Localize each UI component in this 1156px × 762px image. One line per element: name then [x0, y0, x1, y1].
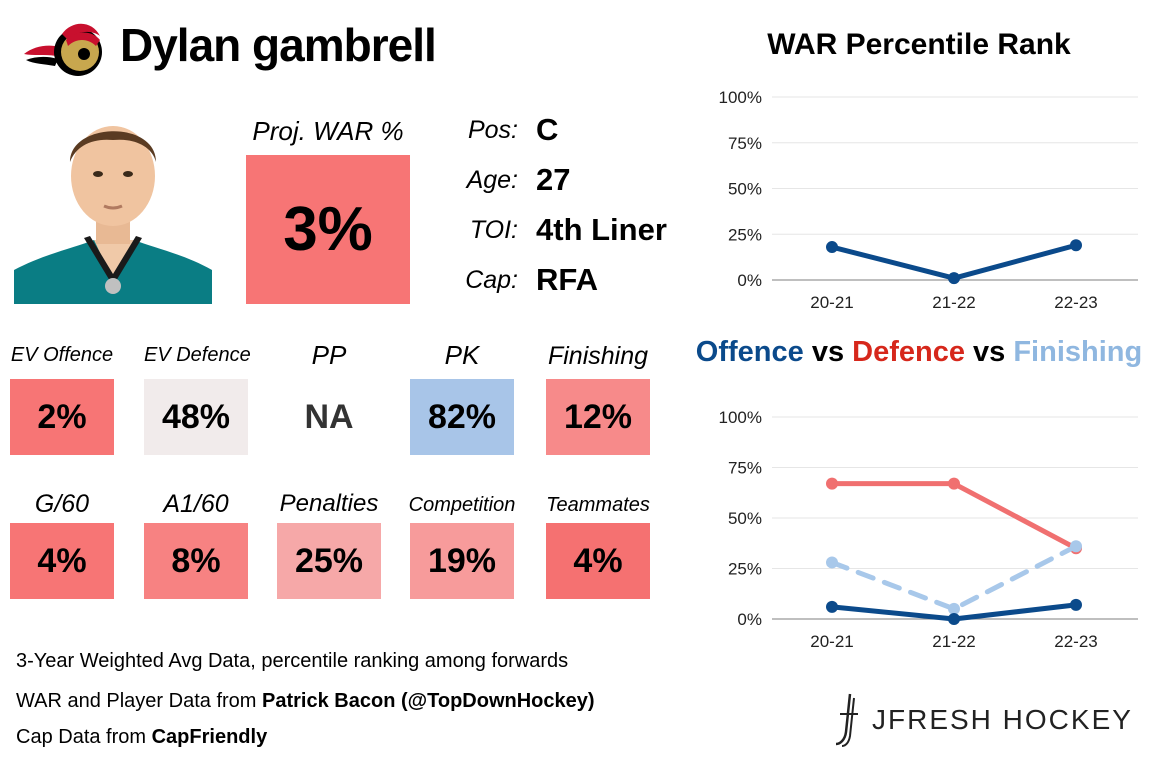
brand: JFRESH HOCKEY: [834, 692, 1133, 748]
tile-pp: NA: [277, 379, 381, 455]
data-point: [826, 477, 838, 490]
footer-note-war-source: WAR and Player Data from Patrick Bacon (…: [16, 690, 595, 713]
tile-ev-defence: 48%: [144, 379, 248, 455]
tile-label-ev-defence: EV Defence: [144, 344, 251, 366]
y-tick-label: 0%: [737, 610, 762, 629]
x-tick-label: 20-21: [810, 293, 853, 312]
title-part-finishing: Finishing: [1013, 336, 1143, 368]
tile-label-finishing: Finishing: [547, 342, 649, 370]
brand-name: JFRESH HOCKEY: [872, 704, 1133, 735]
y-tick-label: 75%: [728, 134, 762, 153]
chart2-title: Offence vs Defence vs Finishing: [690, 336, 1148, 369]
x-tick-label: 22-23: [1054, 632, 1097, 650]
info-value: 4th Liner: [536, 212, 667, 247]
data-point: [948, 613, 960, 625]
info-key: TOI:: [469, 215, 518, 244]
tile-label-pp: PP: [311, 340, 347, 370]
info-value: RFA: [536, 262, 598, 297]
footer-text: Cap Data from: [16, 726, 152, 748]
info-value: 27: [536, 162, 571, 197]
title-part-vs: vs: [964, 336, 1014, 368]
player-name: Dylan gambrell: [120, 19, 437, 71]
footer-source-name: CapFriendly: [151, 726, 268, 748]
info-key: Pos:: [467, 115, 518, 144]
tile-pk: 82%: [410, 379, 514, 455]
tile-g60: 4%: [10, 523, 114, 599]
title-part-vs: vs: [803, 336, 853, 368]
info-key: Age:: [466, 165, 518, 194]
tile-ev-offence: 2%: [10, 379, 114, 455]
info-row-cap: Cap: RFA: [446, 260, 598, 300]
data-point: [948, 477, 960, 490]
y-tick-label: 100%: [719, 408, 762, 427]
x-tick-label: 22-23: [1054, 293, 1097, 312]
y-tick-label: 0%: [737, 271, 762, 290]
y-tick-label: 100%: [719, 88, 762, 107]
info-row-position: Pos: C: [446, 110, 558, 150]
title-part-defence: Defence: [852, 336, 965, 368]
y-tick-label: 75%: [728, 459, 762, 478]
info-value: C: [536, 112, 559, 147]
y-tick-label: 25%: [728, 560, 762, 579]
data-point: [826, 556, 838, 569]
projected-war-value: 3%: [246, 155, 410, 304]
y-tick-label: 50%: [728, 509, 762, 528]
data-point: [826, 241, 838, 254]
projected-war-label: Proj. WAR %: [252, 116, 404, 146]
player-headshot: [14, 110, 212, 304]
footer-source-name: Patrick Bacon (@TopDownHockey): [262, 690, 595, 712]
tile-finishing: 12%: [546, 379, 650, 455]
war-percentile-chart: 0% 25% 50% 75% 100% 20-21 21-22 22-23: [719, 88, 1138, 312]
chart1-title: WAR Percentile Rank: [767, 28, 1071, 61]
y-tick-label: 50%: [728, 180, 762, 199]
tile-competition: 19%: [410, 523, 514, 599]
info-row-toi: TOI: 4th Liner: [446, 210, 667, 250]
series-line-finishing: [829, 543, 1079, 612]
tile-teammates: 4%: [546, 523, 650, 599]
title-part-offence: Offence: [695, 336, 804, 368]
offence-defence-finishing-chart: 0% 25% 50% 75% 100% 20-21 21-22 22-23: [719, 408, 1138, 650]
tile-label-pk: PK: [444, 340, 480, 370]
data-point: [1070, 239, 1082, 252]
tile-label-penalties: Penalties: [279, 490, 379, 517]
y-tick-label: 25%: [728, 225, 762, 244]
tile-a160: 8%: [144, 523, 248, 599]
x-tick-label: 21-22: [932, 632, 975, 650]
footer-text: WAR and Player Data from: [16, 690, 263, 712]
x-tick-label: 21-22: [932, 293, 975, 312]
x-tick-label: 20-21: [810, 632, 853, 650]
data-point: [826, 600, 838, 613]
info-row-age: Age: 27: [446, 160, 571, 200]
tile-label-teammates: Teammates: [546, 494, 650, 516]
hockey-stick-icon: [835, 693, 858, 747]
footer-note-cap-source: Cap Data from CapFriendly: [16, 726, 267, 749]
data-point: [1070, 540, 1082, 553]
footer-note-method: 3-Year Weighted Avg Data, percentile ran…: [16, 650, 569, 672]
data-point: [1070, 598, 1082, 611]
data-point: [948, 602, 960, 615]
tile-penalties: 25%: [277, 523, 381, 599]
data-point: [948, 272, 960, 285]
tile-label-a160: A1/60: [163, 490, 229, 518]
tile-label-ev-offence: EV Offence: [10, 344, 114, 366]
tile-label-g60: G/60: [34, 490, 90, 518]
series-line-defence: [829, 481, 1079, 551]
team-logo: [24, 23, 102, 76]
tile-label-competition: Competition: [408, 494, 516, 516]
info-key: Cap:: [465, 265, 518, 294]
